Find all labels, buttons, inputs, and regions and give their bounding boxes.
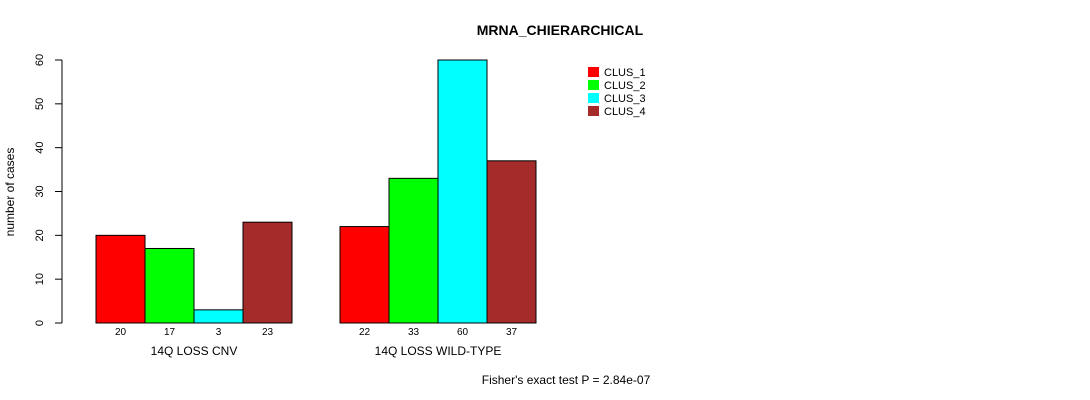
bar [339,226,390,324]
y-tick-label: 20 [34,229,46,241]
bar-value-label: 37 [506,327,518,338]
bar [437,59,488,324]
bar-value-label: 33 [408,327,420,338]
bar-value-label: 60 [457,327,469,338]
y-axis-label: number of cases [3,148,17,237]
y-tick-label: 40 [34,142,46,154]
y-tick-label: 30 [34,185,46,197]
y-tick-label: 50 [34,98,46,110]
y-tick-label: 0 [34,320,46,326]
legend-label: CLUS_3 [604,93,646,105]
legend-label: CLUS_4 [604,106,646,118]
legend-label: CLUS_1 [604,67,646,79]
bar-value-label: 23 [262,327,274,338]
y-tick-label: 10 [34,273,46,285]
group-label: 14Q LOSS WILD-TYPE [375,344,502,358]
bar-value-label: 22 [359,327,371,338]
bar [242,221,293,324]
y-axis: 0 10 20 30 40 50 60 [34,54,63,326]
bar [193,309,244,324]
bar [486,160,537,324]
legend-swatch [588,93,599,103]
bar [388,177,439,324]
bar-value-label: 20 [115,327,127,338]
legend-swatch [588,67,599,77]
bar-value-label: 3 [216,327,222,338]
bars-layer: 20 17 3 23 14Q LOSS CNV 22 33 60 37 14Q LOSS WILD… [95,59,537,358]
chart-title: MRNA_CHIERARCHICAL [477,22,644,38]
footnote: Fisher's exact test P = 2.84e-07 [482,373,651,387]
y-tick-label: 60 [34,54,46,66]
bar-value-label: 17 [164,327,176,338]
bar [95,234,146,324]
legend-swatch [588,80,599,90]
legend-swatch [588,106,599,116]
group-label: 14Q LOSS CNV [151,344,238,358]
legend-label: CLUS_2 [604,80,646,92]
bar [144,247,195,324]
